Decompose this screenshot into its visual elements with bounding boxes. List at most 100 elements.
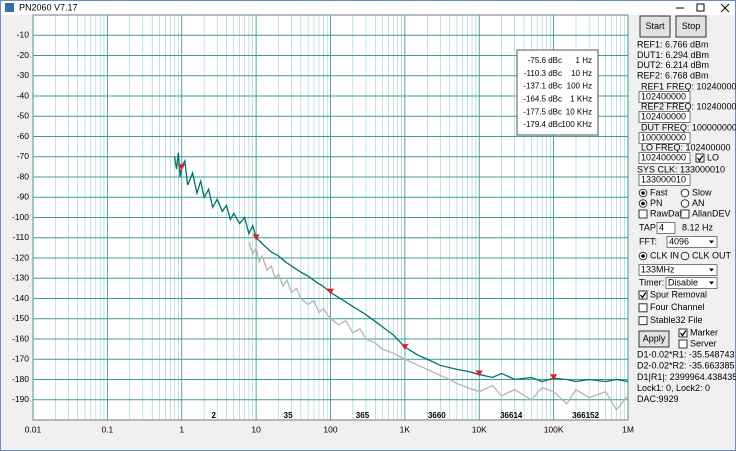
y-tick-label: -90 [17,192,30,202]
marker-freq: 100 Hz [567,82,592,91]
reading: DUT2: 6.214 dBm [637,60,709,70]
checkbox[interactable] [638,209,648,219]
window-title: PN2060 V7.17 [19,2,78,12]
freq-input-box[interactable] [638,174,691,186]
trace [173,152,629,383]
x-tick-label: 10 [251,424,261,434]
y-tick-label: -110 [13,232,30,242]
freq-input-box[interactable] [638,152,691,164]
tap-label: TAP: [639,222,658,232]
marker-level: -179.4 dBc [523,120,562,129]
decade-count: 365 [356,411,370,420]
y-tick-label: -190 [12,394,29,404]
apply-check: Marker [690,327,718,337]
apply-button-label: Apply [643,333,666,343]
title-bar [1,1,735,15]
radio[interactable] [680,251,690,261]
marker-freq: 1 Hz [576,56,592,65]
freq-input: 102400000 [641,152,686,162]
stop-button[interactable] [675,15,707,38]
x-tick-label: 1K [400,424,411,434]
y-tick-label: -100 [12,212,29,222]
y-tick-label: -70 [17,151,30,161]
mode-radio: Fast [650,187,668,197]
freq-input: 133000010 [641,174,686,184]
status-line: Lock1: 0, Lock2: 0 [637,383,710,393]
clk-select-box[interactable] [638,264,718,276]
marker-table [516,49,599,136]
fft-select-box[interactable] [666,236,718,248]
checkbox[interactable] [638,303,648,313]
grid [32,15,629,420]
status-line: D2-0.02*R2: -35.663385 [637,361,735,371]
mode-radio: Slow [692,187,712,197]
checkbox[interactable] [695,153,705,163]
app-icon [5,3,14,12]
apply-button[interactable] [638,330,670,348]
freq-input: 100000000 [641,132,686,142]
y-tick-label: -160 [12,333,29,343]
freq-input-box[interactable] [638,132,691,144]
checkmark [696,155,704,162]
close-button[interactable] [720,3,730,13]
marker-triangle [550,374,558,381]
status-line: DAC:9929 [637,394,679,404]
radio-dot [641,201,645,206]
marker-level: -164.5 dBc [523,95,562,104]
tap-input: 4 [659,222,664,232]
traces [173,152,629,412]
marker-triangle [178,164,186,171]
y-tick-label: -80 [17,171,30,181]
checkmark [679,330,687,337]
reading: REF1: 6.766 dBm [637,39,709,49]
stop-button-label: Stop [682,21,701,31]
maximize-button[interactable] [696,3,705,12]
checkbox[interactable] [638,290,648,300]
y-tick-label: -10 [17,30,30,40]
x-tick-label: 0.01 [25,424,42,434]
y-tick-label: -30 [17,70,30,80]
decade-count: 3660 [428,411,446,420]
raw-check: RawData [650,208,687,218]
reading: REF2: 6.768 dBm [637,71,709,81]
axes: 0.01 0.1 1 10 100 1K 10K 100K 1M -10 -20 -30 -40 -50 -… [12,30,634,435]
radio[interactable] [680,199,690,208]
checkbox[interactable] [678,328,688,338]
timer-select: Disable [668,277,698,287]
checkmark [639,292,647,299]
freq-input: 102400000 [641,91,686,101]
dropdown-arrow [709,240,714,244]
start-button[interactable] [639,15,671,38]
marker-triangle [252,234,260,241]
option-check: Spur Removal [650,289,707,299]
checkbox[interactable] [638,316,648,326]
y-tick-label: -180 [12,374,29,384]
tap-input-box[interactable] [656,222,676,234]
marker-triangle [327,288,334,295]
marker-level: -75.6 dBc [528,56,562,65]
checkbox[interactable] [678,339,688,349]
freq-label: DUT FREQ: 100000000 [641,122,736,132]
x-tick-label: 100K [544,424,564,434]
freq-label: LO FREQ: 102400000 [641,142,731,152]
x-tick-label: 0.1 [101,424,113,434]
freq-input-box[interactable] [638,111,691,123]
x-tick-label: 100 [323,424,337,434]
y-tick-label: -60 [17,131,30,141]
fft-select: 4096 [669,236,689,246]
freq-input-box[interactable] [638,91,691,103]
checkbox[interactable] [680,209,690,219]
x-tick-label: 1 [179,424,184,434]
dropdown-arrow [709,281,714,285]
freq-label: REF2 FREQ: 102400000 [641,101,736,111]
timer-select-box[interactable] [665,277,718,289]
option-check: Four Channel [650,302,705,312]
marker-level: -177.5 dBc [523,107,562,116]
clk-radio: CLK IN [650,250,679,260]
status-line: D1|R1|: 2399964.438435 [637,372,736,382]
y-tick-label: -140 [12,293,29,303]
radio[interactable] [680,188,690,198]
radio-dot [641,254,645,258]
marker-freq: 1 KHz [570,95,592,104]
